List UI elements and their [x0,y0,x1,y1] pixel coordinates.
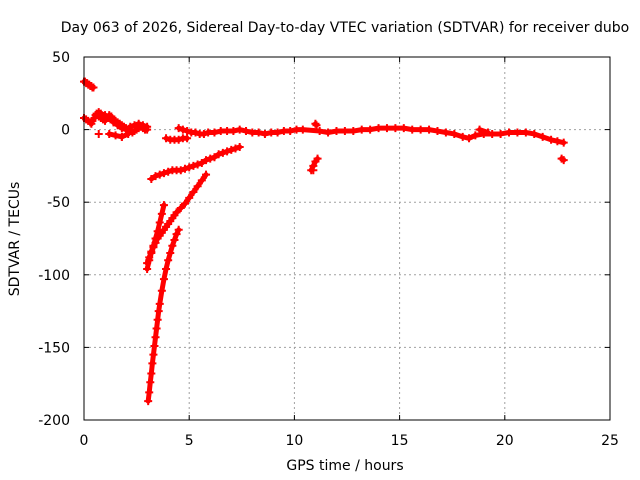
x-axis-label: GPS time / hours [286,458,403,474]
chart-title: Day 063 of 2026, Sidereal Day-to-day VTE… [61,20,629,36]
data-point [483,128,492,137]
x-tick-label: 15 [391,433,409,449]
data-point [235,143,244,152]
data-point [143,122,152,131]
y-tick-label: 50 [52,50,70,66]
data-point [559,138,568,147]
data-point [159,201,168,210]
series-dip-4h [162,134,192,144]
y-tick-label: 0 [61,123,70,139]
plot-frame [83,56,611,421]
data-point [202,170,211,179]
data-point [117,132,126,141]
y-tick-label: -150 [38,340,70,356]
series-layer [80,77,568,406]
series-main-baseline [174,124,568,147]
axes [83,56,611,421]
y-tick-label: -100 [38,268,70,284]
series-early-cluster [80,108,152,141]
data-point [183,134,192,143]
series-steep-curve-b [144,225,183,406]
series-spike-3h [143,201,168,268]
data-point [309,166,318,175]
series-early-spike [80,77,98,92]
x-tick-label: 20 [496,433,514,449]
data-point [559,156,568,165]
y-axis-label: SDTVAR / TECUs [7,182,23,297]
x-tick-label: 10 [285,433,303,449]
x-tick-label: 0 [80,433,89,449]
data-point [94,129,103,138]
x-tick-label: 5 [185,433,194,449]
data-point [124,129,133,138]
y-tick-label: -50 [47,195,70,211]
data-point [313,154,322,163]
data-point [89,83,98,92]
data-point [312,121,321,130]
x-tick-label: 25 [601,433,619,449]
y-tick-label: -200 [38,413,70,429]
data-point [174,225,183,234]
series-rising-curve [147,143,244,183]
series-blips [117,119,568,175]
grid [83,56,611,421]
tick-labels: 0 5 10 15 20 25 -200 -150 -100 -50 0 50 [38,50,619,449]
